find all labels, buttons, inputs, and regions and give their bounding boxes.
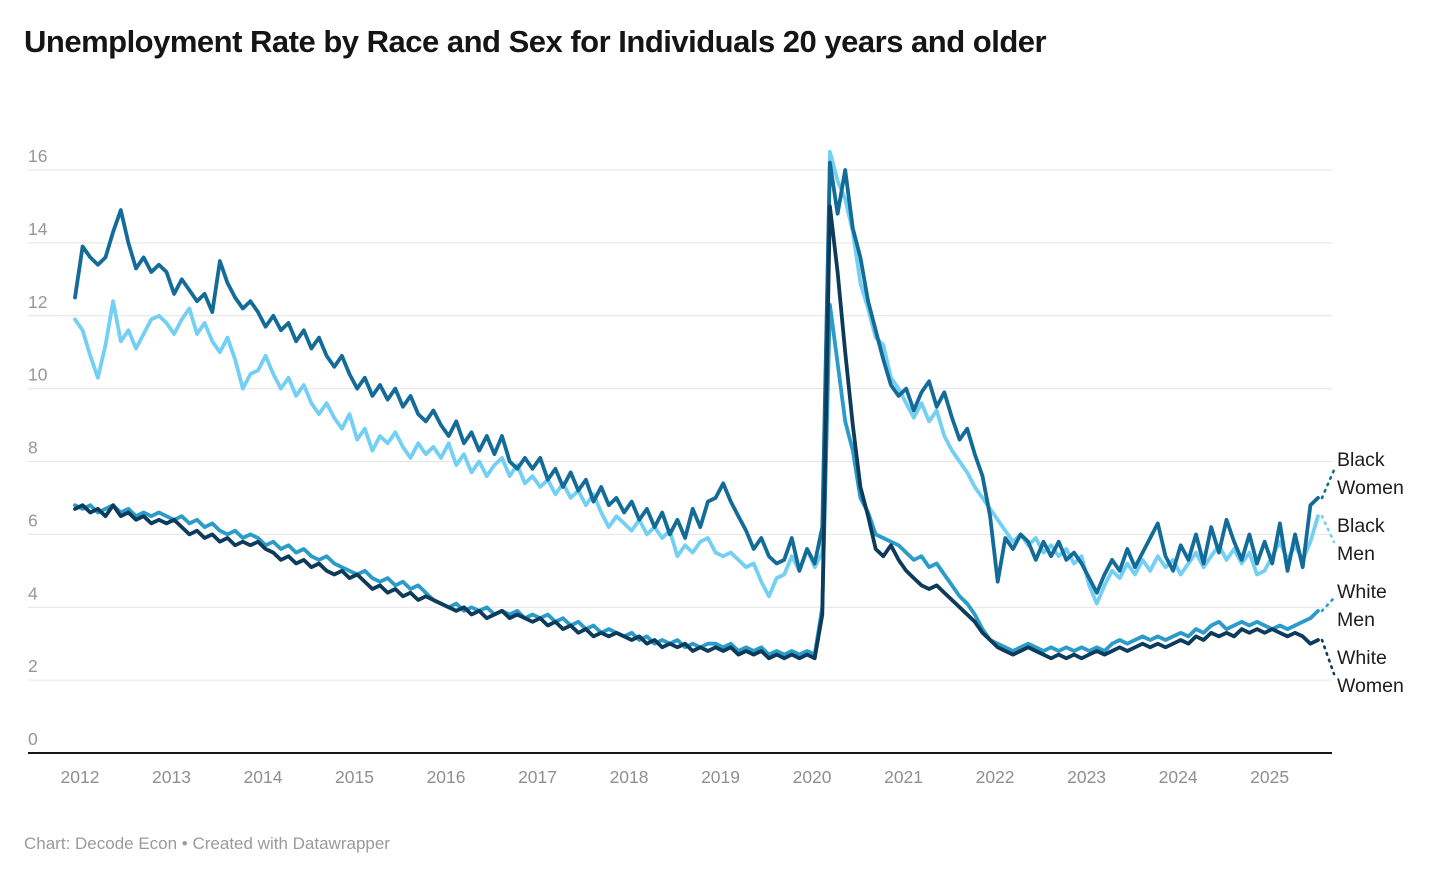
series-line-white-women: [73, 204, 1320, 661]
series-line-black-women: [73, 160, 1320, 595]
series-connector-black-men: [1320, 514, 1336, 544]
series-label-white-men: White Men: [1337, 581, 1387, 631]
x-tick-label: 2013: [152, 767, 191, 787]
x-tick-label: 2023: [1067, 767, 1106, 787]
x-tick-label: 2024: [1159, 767, 1198, 787]
y-tick-label: 12: [28, 292, 47, 312]
y-tick-label: 2: [28, 656, 38, 676]
series-label-black-men: Black Men: [1337, 515, 1385, 565]
series-line-black-men: [73, 149, 1320, 606]
y-tick-label: 10: [28, 365, 48, 385]
page-title: Unemployment Rate by Race and Sex for In…: [24, 24, 1047, 59]
series-label-black-women: Black Women: [1337, 449, 1404, 499]
series-line-white-men: [73, 302, 1320, 657]
x-tick-label: 2015: [335, 767, 374, 787]
x-tick-label: 2014: [244, 767, 283, 787]
y-tick-label: 4: [28, 583, 38, 603]
x-tick-label: 2019: [701, 767, 740, 787]
x-tick-label: 2020: [793, 767, 832, 787]
x-tick-label: 2012: [61, 767, 100, 787]
y-tick-label: 16: [28, 146, 47, 166]
y-tick-label: 14: [28, 219, 48, 239]
series-connector-white-women: [1320, 638, 1336, 676]
x-tick-label: 2017: [518, 767, 557, 787]
x-tick-label: 2022: [976, 767, 1015, 787]
series-connector-white-men: [1320, 596, 1336, 613]
footer-credit: Chart: Decode Econ • Created with Datawr…: [24, 834, 390, 853]
series-connector-black-women: [1320, 468, 1336, 500]
y-tick-label: 6: [28, 510, 38, 530]
x-tick-label: 2016: [427, 767, 466, 787]
y-tick-label: 8: [28, 438, 38, 458]
x-tick-label: 2025: [1250, 767, 1289, 787]
x-tick-label: 2018: [610, 767, 649, 787]
y-tick-label: 0: [28, 729, 38, 749]
x-tick-label: 2021: [884, 767, 923, 787]
series-label-white-women: White Women: [1337, 647, 1404, 697]
